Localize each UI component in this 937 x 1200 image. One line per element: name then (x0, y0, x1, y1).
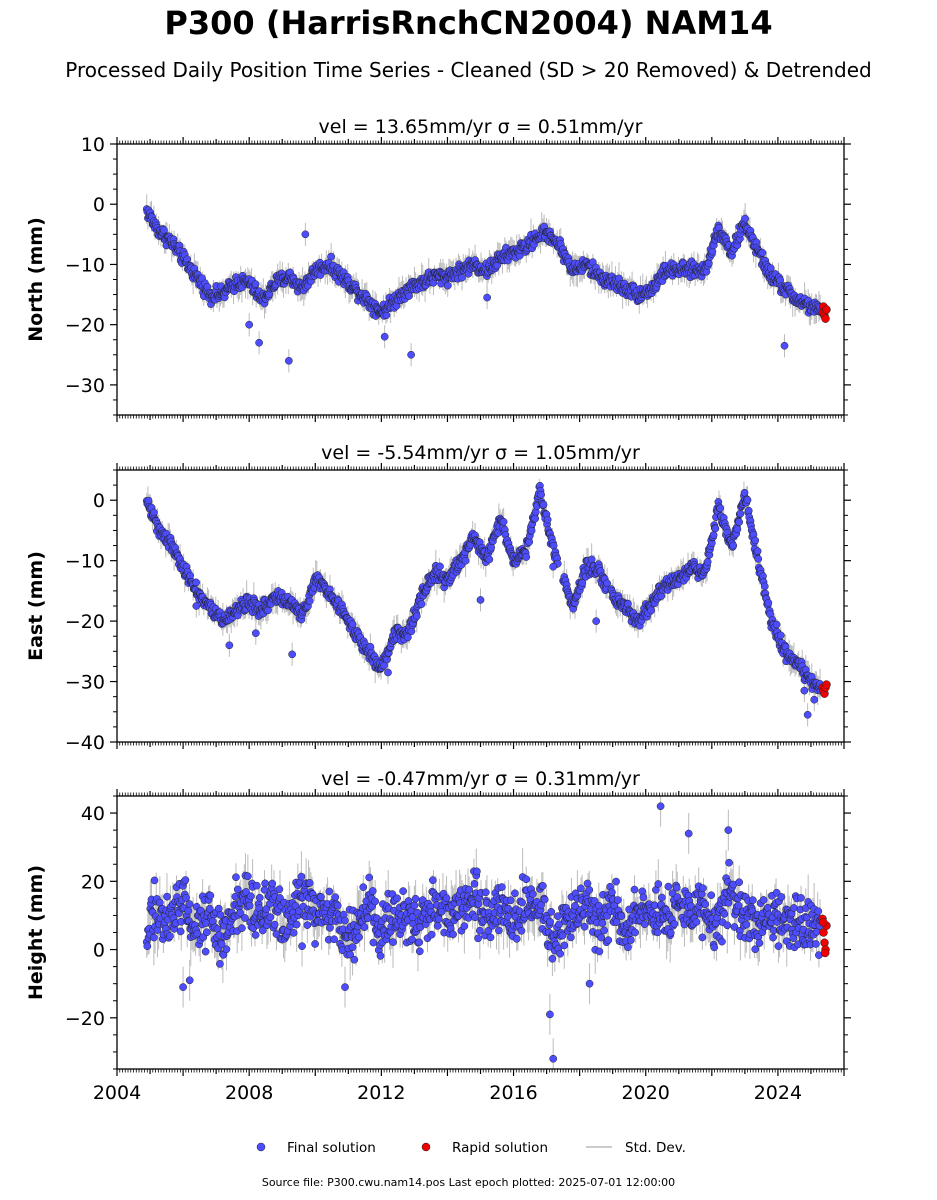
final-point (380, 332, 389, 341)
plot-area (142, 478, 831, 727)
final-point (803, 710, 812, 719)
final-point (412, 612, 421, 620)
final-point (539, 500, 548, 509)
final-point (800, 686, 809, 695)
panel-north: vel = 13.65mm/yr σ = 0.51mm/yr North (mm)… (25, 116, 851, 422)
final-point (543, 515, 552, 524)
plot-area (142, 194, 831, 373)
final-point (499, 517, 508, 526)
final-point (407, 350, 415, 359)
final-point (704, 259, 713, 268)
final-point (348, 620, 357, 629)
final-point (810, 695, 819, 704)
final-points (142, 481, 831, 719)
final-point (405, 292, 413, 300)
final-point (461, 556, 470, 565)
y-tick-label: 10 (81, 134, 105, 156)
final-point (245, 320, 254, 329)
final-point (251, 629, 260, 638)
final-point (760, 582, 769, 591)
final-point (251, 280, 260, 288)
final-point (743, 496, 752, 504)
chart-panels: vel = 13.65mm/yr σ = 0.51mm/yr North (mm)… (25, 116, 851, 1104)
final-point (744, 506, 753, 515)
final-point (301, 230, 310, 239)
final-point (443, 281, 452, 290)
final-point (487, 543, 495, 552)
final-point (417, 600, 426, 608)
y-tick-label: −30 (65, 672, 105, 694)
y-tick-label: −40 (65, 732, 105, 754)
final-point (485, 555, 494, 564)
final-point (592, 617, 601, 625)
y-tick-label: −30 (65, 375, 105, 397)
rapid-point (822, 680, 831, 689)
plot-area (142, 796, 831, 1069)
final-point (764, 599, 773, 607)
y-axis-label: North (mm) (25, 217, 47, 342)
rapid-point (822, 305, 831, 314)
final-point (305, 597, 314, 605)
final-point (192, 578, 200, 587)
rapid-point (821, 314, 830, 323)
final-point (624, 599, 632, 608)
final-point (736, 509, 745, 518)
final-point (522, 553, 531, 561)
final-point (729, 541, 738, 550)
final-point (647, 606, 655, 615)
final-point (711, 524, 720, 533)
final-point (288, 650, 296, 659)
final-point (740, 488, 749, 497)
final-point (758, 248, 767, 257)
final-point (772, 620, 781, 629)
panel-height: vel = -0.47mm/yr σ = 0.31mm/yr Height (mm… (25, 768, 851, 1104)
final-point (537, 490, 545, 499)
y-tick-label: −20 (65, 611, 105, 633)
figure-subtitle: Processed Daily Position Time Series - C… (65, 58, 872, 82)
final-point (527, 526, 536, 535)
final-point (384, 668, 392, 677)
final-point (531, 514, 540, 523)
final-point (327, 252, 335, 261)
final-point (284, 356, 293, 365)
final-point (741, 214, 749, 223)
final-point (144, 496, 153, 505)
final-point (476, 596, 485, 604)
final-point (733, 525, 742, 534)
final-point (709, 531, 718, 539)
y-axis-label: East (mm) (25, 551, 47, 661)
y-tick-label: −10 (65, 551, 105, 573)
final-point (160, 226, 168, 234)
final-point (751, 536, 760, 545)
final-point (483, 293, 491, 302)
final-point (716, 504, 724, 513)
panel-title: vel = -5.54mm/yr σ = 1.05mm/yr (321, 442, 640, 464)
final-point (753, 547, 762, 555)
final-points (142, 205, 831, 365)
y-tick-label: 0 (93, 490, 105, 512)
y-tick-label: −10 (65, 254, 105, 276)
final-point (754, 555, 763, 563)
final-point (436, 562, 444, 571)
final-point (255, 338, 263, 347)
y-axis-label: Height (mm) (25, 865, 47, 1000)
final-point (776, 631, 785, 640)
final-point (766, 264, 775, 272)
final-point (225, 641, 234, 650)
y-tick-label: −20 (65, 315, 105, 337)
final-point (780, 341, 789, 350)
panel-title: vel = -0.47mm/yr σ = 0.31mm/yr (321, 768, 640, 790)
final-point (458, 273, 466, 282)
final-point (264, 606, 272, 615)
final-point (192, 602, 201, 610)
y-tick-label: 0 (93, 194, 105, 216)
figure-title: P300 (HarrisRnchCN2004) NAM14 (164, 4, 773, 42)
final-point (703, 558, 712, 566)
final-point (735, 518, 744, 526)
final-point (549, 562, 558, 571)
panel-title: vel = 13.65mm/yr σ = 0.51mm/yr (319, 116, 643, 138)
